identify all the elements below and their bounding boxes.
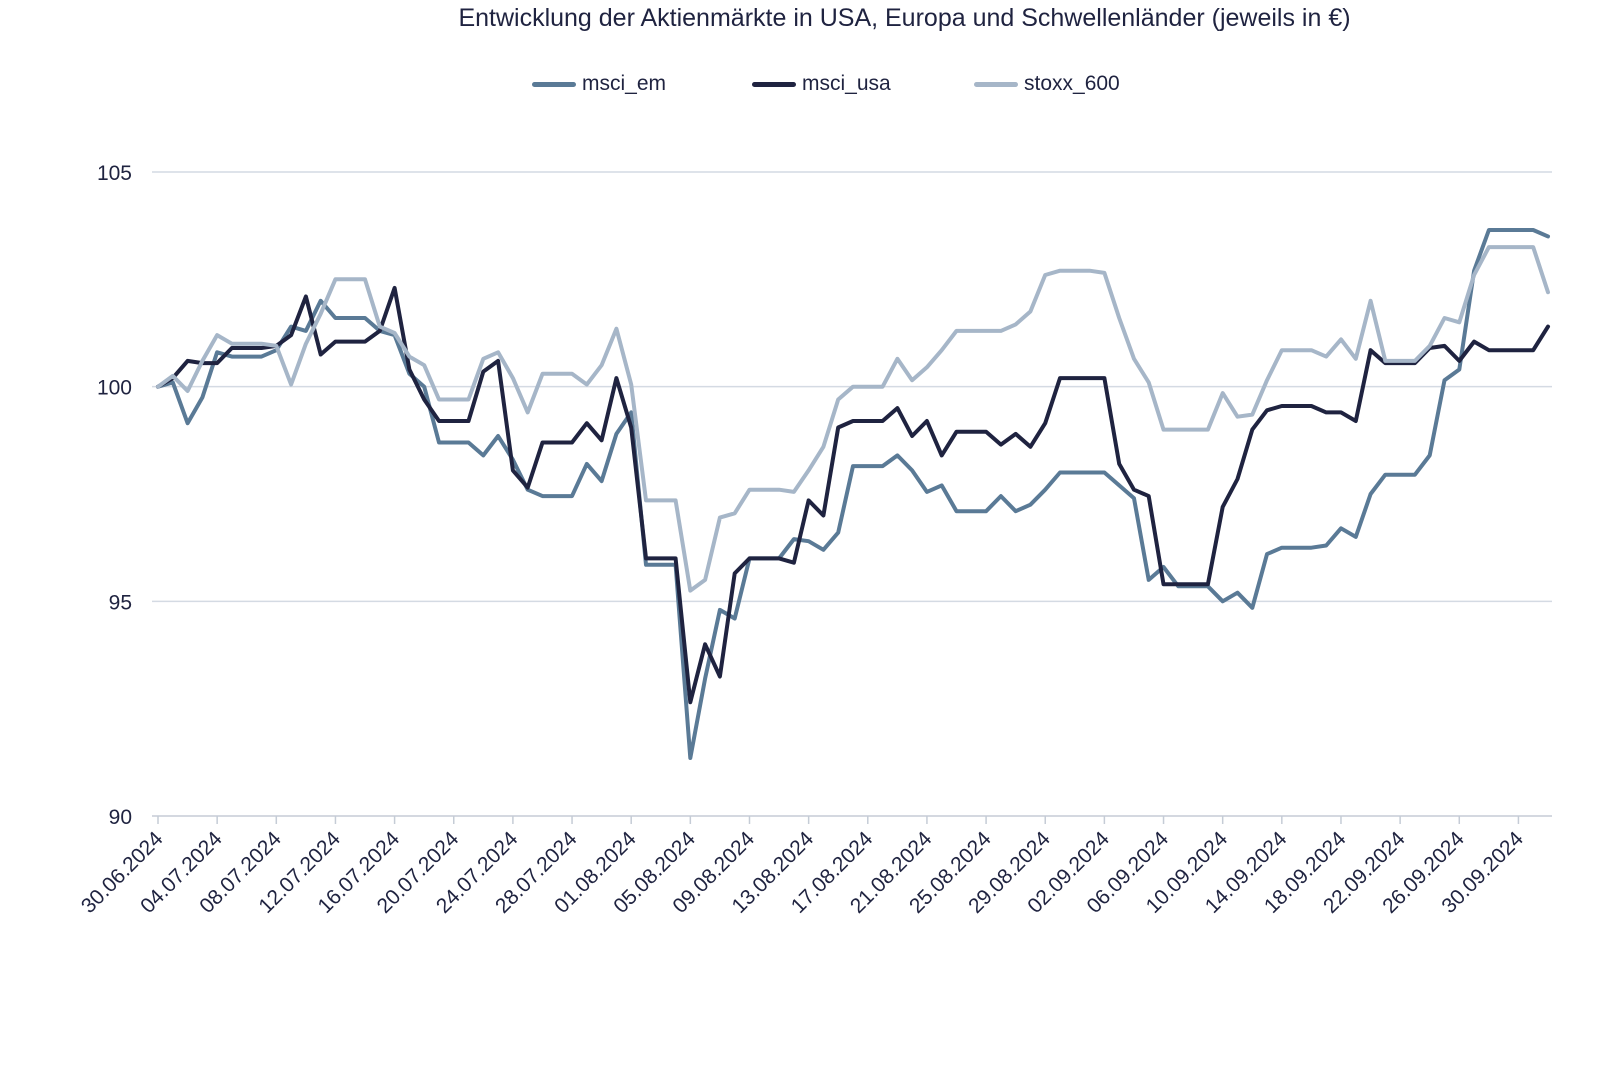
legend-item-stoxx-600: stoxx_600 bbox=[974, 72, 1120, 96]
series-line-msci-usa bbox=[156, 285, 1550, 705]
legend-label-stoxx-600: stoxx_600 bbox=[1024, 72, 1120, 95]
legend-label-msci-em: msci_em bbox=[582, 72, 667, 95]
chart-title: Entwicklung der Aktienmärkte in USA, Eur… bbox=[458, 4, 1351, 32]
legend-item-msci-em: msci_em bbox=[532, 72, 666, 96]
series-line-stoxx-600 bbox=[156, 245, 1550, 593]
legend-label-msci-usa: msci_usa bbox=[802, 72, 891, 95]
y-tick-label: 105 bbox=[97, 162, 132, 185]
legend-swatch-stoxx-600 bbox=[974, 81, 1018, 87]
legend-swatch-msci-usa bbox=[752, 81, 796, 87]
y-tick-label: 90 bbox=[109, 806, 132, 829]
y-tick-label: 100 bbox=[97, 377, 132, 400]
legend-item-msci-usa: msci_usa bbox=[752, 72, 891, 96]
legend-swatch-msci-em bbox=[532, 81, 576, 87]
series-line-msci-em bbox=[156, 228, 1550, 760]
y-tick-label: 95 bbox=[109, 591, 132, 614]
legend: msci_em msci_usa stoxx_600 bbox=[0, 72, 1599, 102]
